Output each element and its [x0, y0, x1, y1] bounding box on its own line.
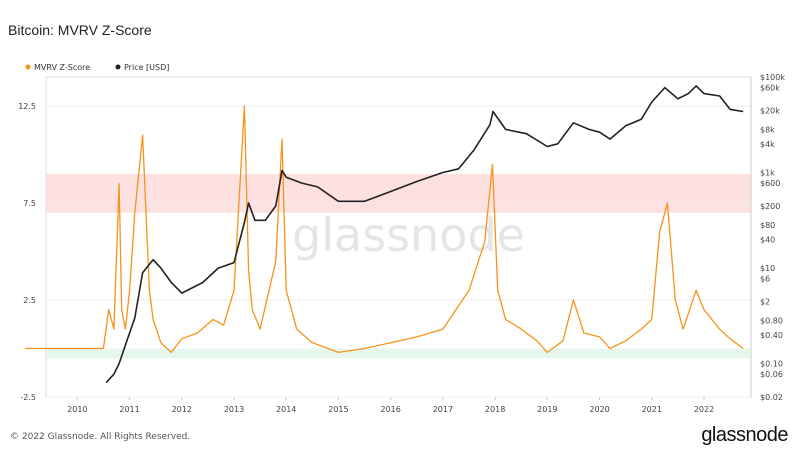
y-right-tick-label: $60k	[760, 84, 780, 93]
y-right-tick-label: $4k	[760, 140, 775, 149]
plot-layer: glassnode 12.5 7.5 2.5 -2.5 $100k $60k $20k $8k $…	[18, 73, 785, 414]
mvrv-chart: MVRV Z-Score Price [USD] glassnode 12.5 7.…	[18, 63, 785, 414]
y-left-tick-label: 2.5	[23, 296, 36, 305]
y-right-tick-label: $6	[760, 275, 770, 284]
y-left-tick-label: 12.5	[18, 102, 36, 111]
zone-green	[46, 348, 751, 359]
glassnode-logo[interactable]: glassnode	[701, 424, 788, 446]
x-tick-label: 2018	[485, 405, 505, 414]
x-tick-label: 2019	[537, 405, 557, 414]
y-right-tick-label: $0.02	[760, 393, 783, 402]
y-right-tick-label: $600	[760, 179, 780, 188]
x-tick-label: 2022	[694, 405, 714, 414]
x-tick-label: 2016	[380, 405, 400, 414]
y-right-tick-label: $200	[760, 202, 780, 211]
x-tick-label: 2013	[224, 405, 244, 414]
y-right-tick-label: $0.10	[760, 360, 783, 369]
series-line-price	[105, 85, 744, 384]
y-right-tick-label: $100k	[760, 73, 785, 82]
legend-label-price: Price [USD]	[124, 63, 169, 72]
y-right-tick-label: $8k	[760, 125, 775, 134]
legend: MVRV Z-Score Price [USD]	[25, 63, 169, 72]
legend-marker-price	[115, 64, 121, 70]
legend-marker-zscore	[25, 64, 31, 70]
x-tick-label: 2010	[67, 405, 87, 414]
y-right-tick-label: $0.80	[760, 316, 783, 325]
x-tick-label: 2021	[642, 405, 662, 414]
chart-title: Bitcoin: MVRV Z-Score	[8, 22, 152, 38]
y-right-tick-label: $2	[760, 297, 770, 306]
y-right-tick-label: $0.06	[760, 370, 783, 379]
y-left-tick-label: -2.5	[20, 393, 36, 402]
chart-area: MVRV Z-Score Price [USD] glassnode 12.5 7.…	[8, 55, 792, 420]
legend-label-zscore: MVRV Z-Score	[34, 63, 90, 72]
y-right-tick-label: $20k	[760, 106, 780, 115]
y-right-tick-label: $0.40	[760, 331, 783, 340]
y-right-tick-label: $10	[760, 264, 775, 273]
zone-red	[46, 173, 751, 213]
copyright-text: © 2022 Glassnode. All Rights Reserved.	[10, 432, 191, 442]
x-tick-label: 2020	[589, 405, 609, 414]
x-tick-label: 2017	[433, 405, 453, 414]
x-tick-label: 2014	[276, 405, 296, 414]
y-right-tick-label: $1k	[760, 169, 775, 178]
series-line-zscore	[25, 105, 744, 354]
x-tick-label: 2011	[119, 405, 139, 414]
y-right-tick-label: $80	[760, 221, 775, 230]
watermark-text: glassnode	[292, 208, 525, 262]
y-right-tick-label: $40	[760, 235, 775, 244]
x-tick-label: 2015	[328, 405, 348, 414]
x-tick-label: 2012	[172, 405, 192, 414]
y-left-tick-label: 7.5	[23, 199, 36, 208]
